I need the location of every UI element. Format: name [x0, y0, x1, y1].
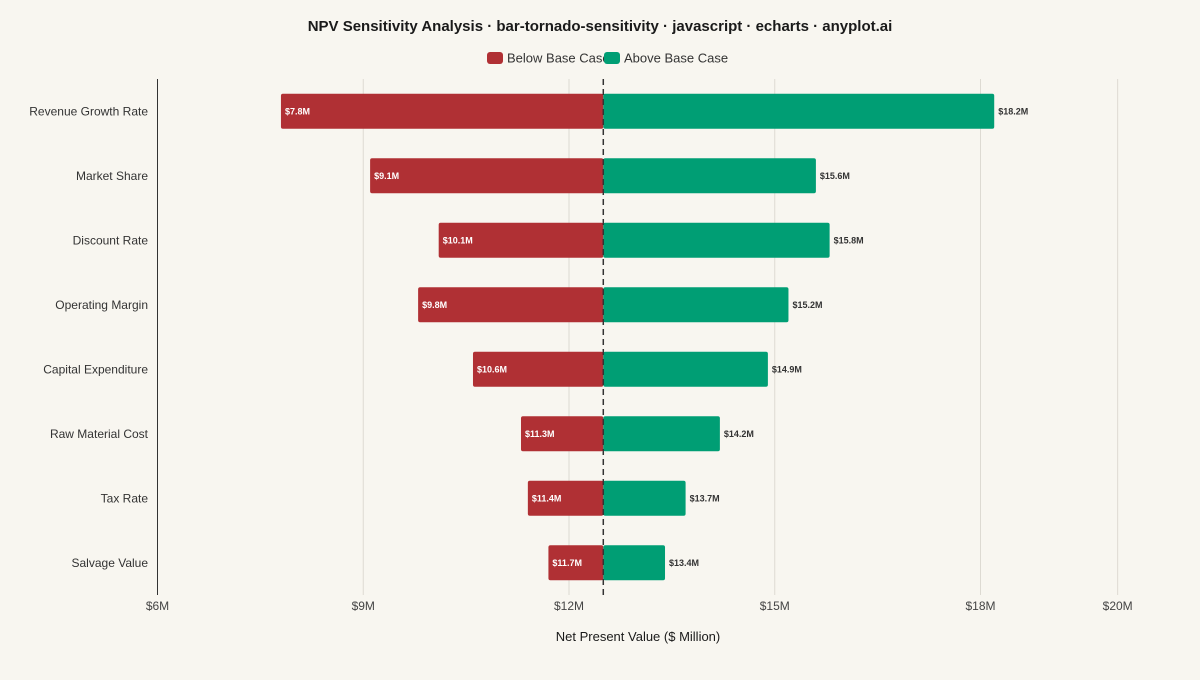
category-label: Revenue Growth Rate [29, 104, 148, 118]
bars [280, 93, 995, 581]
bar-below-base[interactable] [418, 287, 604, 323]
bar-above-base[interactable] [603, 545, 666, 581]
legend-swatch-below [487, 52, 503, 64]
category-label: Tax Rate [101, 491, 149, 505]
bar-below-base[interactable] [438, 222, 604, 258]
bar-above-base[interactable] [603, 416, 720, 452]
value-axis: $6M $9M $12M $15M $18M $20M [146, 599, 1133, 613]
bar-label-below: $10.1M [443, 235, 473, 245]
category-label: Capital Expenditure [43, 362, 148, 376]
bar-below-base[interactable] [520, 416, 604, 452]
bar-label-below: $9.1M [374, 171, 399, 181]
category-label: Raw Material Cost [50, 427, 149, 441]
bar-above-base[interactable] [603, 480, 686, 516]
bar-above-base[interactable] [603, 222, 830, 258]
chart-title: NPV Sensitivity Analysis · bar-tornado-s… [308, 18, 893, 35]
legend-label-above: Above Base Case [624, 51, 728, 66]
bar-label-below: $9.8M [422, 300, 447, 310]
bar-label-below: $7.8M [285, 106, 310, 116]
bar-label-above: $15.2M [792, 300, 822, 310]
bar-label-above: $14.9M [772, 364, 802, 374]
x-tick-label: $12M [554, 599, 584, 613]
x-tick-label: $6M [146, 599, 169, 613]
bar-label-below: $11.4M [532, 493, 562, 503]
legend-item-below[interactable]: Below Base Case [487, 51, 610, 66]
x-tick-label: $15M [760, 599, 790, 613]
bar-below-base[interactable] [548, 545, 604, 581]
bar-below-base[interactable] [527, 480, 604, 516]
bar-labels: $7.8M $18.2M $9.1M $15.6M $10.1M $15.8M $9.8M $… [285, 79, 1028, 595]
bar-below-base[interactable] [472, 351, 604, 387]
bar-label-above: $15.6M [820, 171, 850, 181]
bar-label-below: $10.6M [477, 364, 507, 374]
category-label: Market Share [76, 169, 148, 183]
x-axis-title: Net Present Value ($ Million) [556, 629, 721, 644]
x-tick-label: $9M [352, 599, 375, 613]
legend-item-above[interactable]: Above Base Case [604, 51, 728, 66]
x-tick-label: $20M [1103, 599, 1133, 613]
bar-above-base[interactable] [603, 351, 768, 387]
legend[interactable]: Below Base Case Above Base Case [487, 51, 728, 66]
bar-label-above: $18.2M [998, 106, 1028, 116]
grid-lines [157, 79, 1119, 595]
legend-label-below: Below Base Case [507, 51, 610, 66]
bar-label-above: $13.7M [690, 493, 720, 503]
category-label: Operating Margin [55, 298, 148, 312]
bar-above-base[interactable] [603, 287, 789, 323]
legend-swatch-above [604, 52, 620, 64]
bar-above-base[interactable] [603, 158, 816, 194]
category-label: Salvage Value [72, 556, 149, 570]
bar-label-above: $15.8M [834, 235, 864, 245]
bar-label-below: $11.3M [525, 429, 555, 439]
bar-below-base[interactable] [280, 93, 604, 129]
x-tick-label: $18M [965, 599, 995, 613]
bar-above-base[interactable] [603, 93, 995, 129]
bar-label-above: $13.4M [669, 558, 699, 568]
bar-below-base[interactable] [370, 158, 604, 194]
category-axis: Revenue Growth Rate Market Share Discount … [29, 104, 148, 570]
bar-label-below: $11.7M [552, 558, 582, 568]
bar-label-above: $14.2M [724, 429, 754, 439]
category-label: Discount Rate [73, 233, 149, 247]
